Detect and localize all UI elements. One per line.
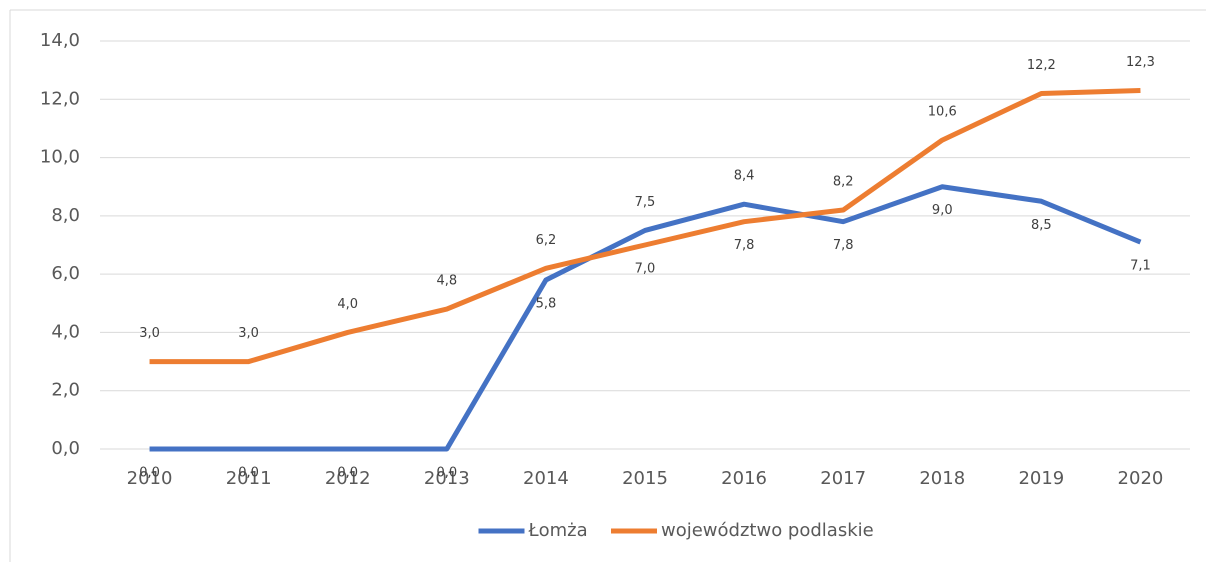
data-label: 3,0 [139, 326, 160, 341]
y-tick-label: 4,0 [51, 321, 80, 342]
y-tick-label: 12,0 [40, 88, 80, 109]
x-tick-label: 2018 [919, 468, 965, 489]
legend-label: Łomża [528, 520, 588, 541]
x-tick-label: 2012 [325, 468, 371, 489]
data-label: 12,3 [1126, 55, 1155, 70]
x-tick-label: 2014 [523, 468, 569, 489]
x-tick-label: 2015 [622, 468, 668, 489]
y-tick-label: 8,0 [51, 205, 80, 226]
data-label: 0,0 [139, 466, 160, 481]
x-tick-label: 2019 [1018, 468, 1064, 489]
x-tick-label: 2010 [127, 468, 173, 489]
y-tick-label: 2,0 [51, 380, 80, 401]
line-series [149, 88, 1141, 365]
data-label: 4,0 [337, 297, 358, 312]
data-label: 7,8 [734, 238, 755, 253]
data-label: 7,0 [635, 262, 656, 277]
data-label: 0,0 [436, 466, 457, 481]
data-label: 10,6 [928, 105, 957, 120]
x-tick-label: 2011 [226, 468, 272, 489]
data-label: 7,5 [635, 195, 656, 210]
data-label: 0,0 [337, 466, 358, 481]
x-tick-label: 2013 [424, 468, 470, 489]
data-label: 7,1 [1130, 259, 1151, 274]
legend-label: województwo podlaskie [661, 520, 874, 541]
y-tick-label: 14,0 [40, 30, 80, 51]
data-label: 8,5 [1031, 218, 1052, 233]
data-label: 0,0 [238, 466, 259, 481]
x-tick-label: 2020 [1118, 468, 1164, 489]
y-tick-label: 10,0 [40, 147, 80, 168]
y-tick-label: 0,0 [51, 438, 80, 459]
data-label: 6,2 [536, 233, 557, 248]
data-label: 3,0 [238, 326, 259, 341]
data-label: 4,8 [436, 274, 457, 289]
line-series [149, 184, 1142, 452]
y-tick-label: 6,0 [51, 263, 80, 284]
data-label: 8,4 [734, 169, 755, 184]
data-label: 5,8 [536, 296, 557, 311]
x-tick-label: 2016 [721, 468, 767, 489]
data-label: 7,8 [833, 238, 854, 253]
x-tick-label: 2017 [820, 468, 866, 489]
data-label: 8,2 [833, 175, 854, 190]
data-label: 12,2 [1027, 58, 1056, 73]
data-label: 9,0 [932, 203, 953, 218]
